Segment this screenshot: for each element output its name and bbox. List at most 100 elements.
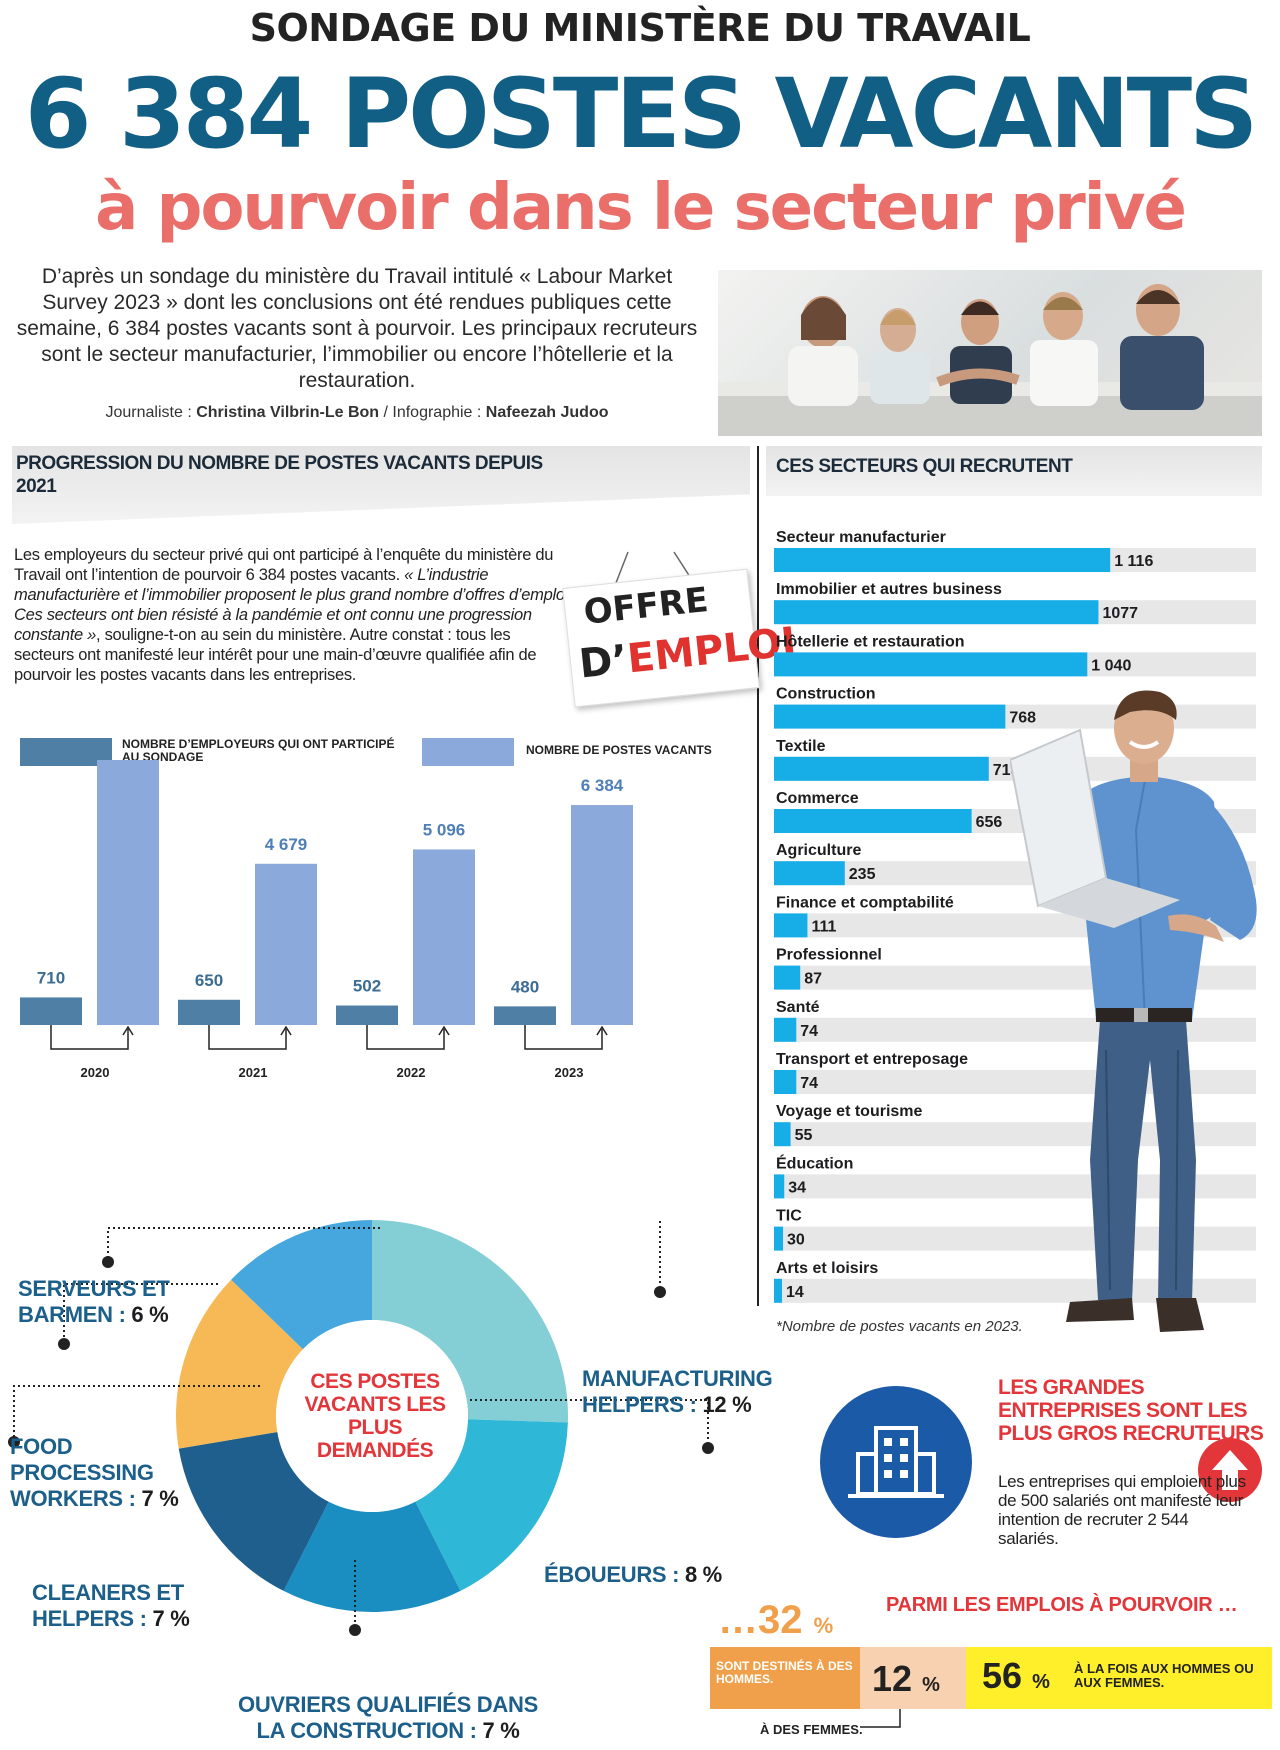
legend-vacancies-label: NOMBRE DE POSTES VACANTS <box>526 743 712 757</box>
sector-label: Voyage et tourisme <box>776 1103 923 1120</box>
donut-slice <box>176 1279 303 1449</box>
most-demanded-jobs-donut <box>8 1220 714 1636</box>
arrowhead-2021 <box>280 1025 292 1036</box>
headline: 6 384 POSTES VACANTS <box>24 58 1259 170</box>
leader-dot <box>58 1338 70 1350</box>
bar-vacancies-2020 <box>97 760 159 1025</box>
sector-bar <box>774 1278 782 1303</box>
credit-separator: / <box>379 404 393 421</box>
job-offer-sign: OFFRE D’EMPLOI <box>562 568 798 708</box>
sign-apostrophe: D’ <box>576 636 630 688</box>
business-meeting-photo <box>718 270 1262 436</box>
sector-bar <box>774 1174 785 1199</box>
sector-label: Finance et comptabilité <box>776 894 954 911</box>
both-label: À LA FOIS AUX HOMMES OU AUX FEMMES. <box>1074 1661 1254 1690</box>
subheadline: à pourvoir dans le secteur privé <box>95 171 1187 245</box>
sector-bar <box>774 600 1099 625</box>
donut-slice <box>372 1220 568 1423</box>
leader-line <box>13 1385 260 1442</box>
donut-slice <box>231 1220 372 1350</box>
year-label-2021: 2021 <box>239 1065 268 1080</box>
sector-bar <box>774 809 972 833</box>
both-box <box>966 1647 1272 1709</box>
men-box <box>710 1647 860 1709</box>
sector-label: Commerce <box>776 790 859 807</box>
sector-bar <box>774 861 845 886</box>
women-label: À DES FEMMES. <box>760 1722 863 1737</box>
bar-employers-2021 <box>178 999 240 1025</box>
label-food-processing: FOOD PROCESSING WORKERS : 7 % <box>10 1434 179 1511</box>
progression-title: PROGRESSION DU NOMBRE DE POSTES VACANTS … <box>16 453 543 497</box>
sector-label: Santé <box>776 999 820 1016</box>
bar-vacancies-2023 <box>571 805 633 1025</box>
sector-bar <box>774 965 801 990</box>
sectors-title: CES SECTEURS QUI RECRUTENT <box>776 456 1073 477</box>
leader-dot <box>702 1442 714 1454</box>
leader-dot <box>102 1256 114 1268</box>
year-label-2022: 2022 <box>397 1065 426 1080</box>
both-pct-sign: % <box>1032 1671 1050 1693</box>
sector-value: 87 <box>804 971 822 988</box>
leader-line <box>63 1283 218 1344</box>
sector-label: Construction <box>776 686 876 703</box>
women-connector <box>860 1709 901 1728</box>
sector-bar <box>774 548 1111 572</box>
women-percent: 12 % <box>872 1658 940 1700</box>
intro-paragraph: D’après un sondage du ministère du Trava… <box>16 265 698 392</box>
sector-value: 656 <box>976 814 1003 831</box>
legend-employers-swatch <box>20 738 112 766</box>
sector-value: 768 <box>1009 710 1036 727</box>
sector-label: TIC <box>776 1208 802 1225</box>
sector-bar <box>774 756 989 781</box>
infographics-label: Infographie : <box>392 404 486 421</box>
sector-label: Professionnel <box>776 947 882 964</box>
sector-value: 30 <box>787 1232 805 1249</box>
leader-dot <box>654 1286 666 1298</box>
donut-hole <box>276 1320 468 1512</box>
men-pct-sign: % <box>813 1613 834 1638</box>
sign-line-1: OFFRE <box>581 579 711 633</box>
leader-dot <box>8 1436 20 1448</box>
sector-label: Hôtellerie et restauration <box>776 633 965 650</box>
connector-2020 <box>50 1025 129 1050</box>
connector-2023 <box>524 1025 603 1050</box>
arrowhead-2020 <box>122 1025 134 1036</box>
credits: Journaliste : Christina Vilbrin-Le Bon /… <box>14 404 700 422</box>
bigco-body: Les entreprises qui emploient plus de 50… <box>998 1472 1246 1548</box>
sector-bar <box>774 1070 797 1094</box>
sector-label: Secteur manufacturier <box>776 529 946 546</box>
journalist-name: Christina Vilbrin-Le Bon <box>196 404 380 421</box>
supra-title: SONDAGE DU MINISTÈRE DU TRAVAIL <box>249 6 1031 50</box>
body-quote: « L’industrie manufacturière et l’immobi… <box>14 566 573 644</box>
sector-value: 1 116 <box>1114 553 1153 570</box>
both-pct-value: 56 <box>982 1655 1023 1696</box>
label-employers-2022: 502 <box>353 977 381 996</box>
sector-label: Immobilier et autres business <box>776 581 1002 598</box>
body-plain-2: , souligne-t-on au sein du ministère. Au… <box>14 626 537 684</box>
sector-value: 74 <box>800 1023 818 1040</box>
sector-bar <box>774 652 1088 677</box>
both-percent: 56 % <box>982 1655 1050 1697</box>
label-vacancies-2023: 6 384 <box>581 776 624 795</box>
sector-label: Textile <box>776 738 826 755</box>
arrowhead-2023 <box>596 1025 608 1036</box>
sectors-bar-chart: Secteur manufacturier 1 116 Immobilier et … <box>774 529 1256 1303</box>
sector-bar <box>774 704 1006 729</box>
sector-value: 55 <box>795 1127 813 1144</box>
building-icon <box>820 1386 972 1538</box>
women-pct-value: 12 <box>872 1658 913 1699</box>
sector-value: 14 <box>786 1284 804 1301</box>
body-plain-1: Les employeurs du secteur privé qui ont … <box>14 546 554 584</box>
year-label-2020: 2020 <box>81 1065 110 1080</box>
column-divider <box>757 446 759 1306</box>
sector-value: 34 <box>788 1179 806 1196</box>
infographics-name: Nafeezah Judoo <box>485 404 609 421</box>
sector-value: 1077 <box>1102 605 1138 622</box>
sectors-footnote: *Nombre de postes vacants en 2023. <box>776 1318 1023 1335</box>
connector-2022 <box>366 1025 445 1050</box>
bar-employers-2023 <box>494 1006 556 1025</box>
sector-bar <box>774 1122 791 1147</box>
connector-2021 <box>208 1025 287 1050</box>
arrow-up-icon <box>1198 1438 1262 1502</box>
